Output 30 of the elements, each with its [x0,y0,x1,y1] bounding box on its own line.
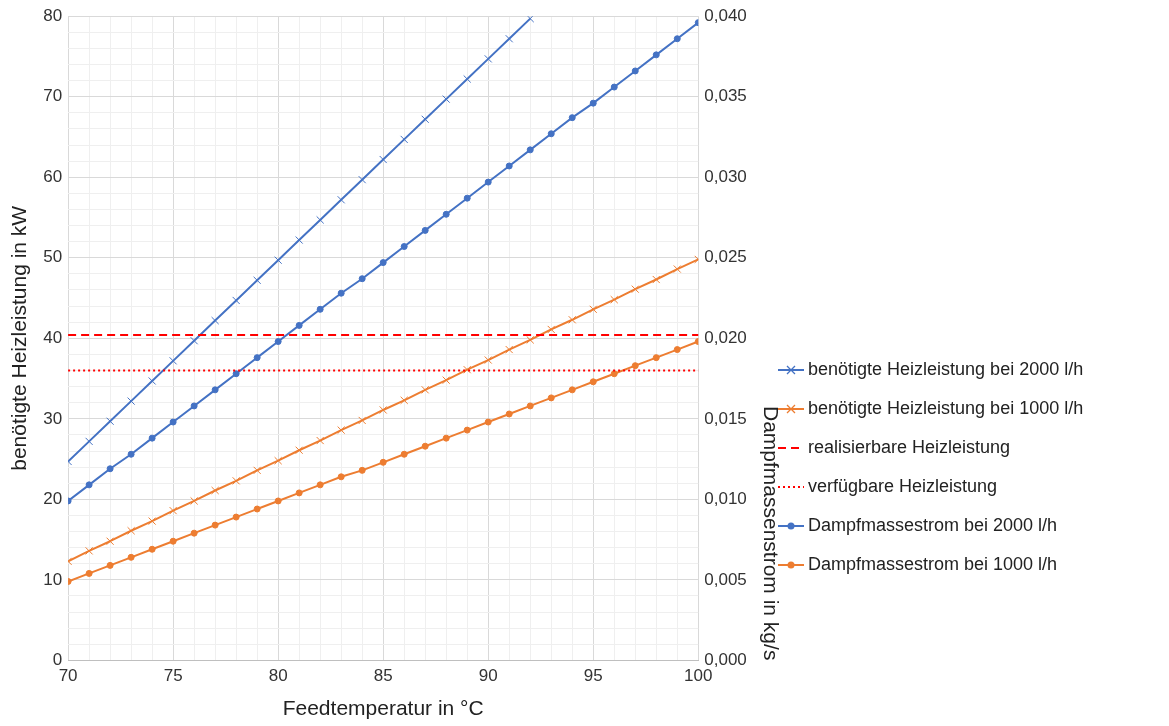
x-tick-label: 90 [478,666,498,686]
y-tick-label: 60 [43,166,63,186]
y-tick-label: 30 [43,408,63,428]
x-tick-label: 75 [163,666,183,686]
y2-tick-label: 0,010 [704,489,747,509]
y-tick-label: 40 [43,327,63,347]
legend-label: Dampfmassestrom bei 2000 l/h [808,515,1058,536]
legend-label: verfügbare Heizleistung [808,476,998,497]
y2-tick-label: 0,020 [704,327,747,347]
x-tick-label: 95 [583,666,603,686]
y-tick-label: 10 [43,569,63,589]
legend-label: benötigte Heizleistung bei 2000 l/h [808,359,1084,380]
x-axis-title: Feedtemperatur in °C [282,696,484,720]
y-tick-label: 50 [43,247,63,267]
y2-tick-label: 0,025 [704,247,747,267]
x-tick-label: 85 [373,666,393,686]
y2-axis-title: Dampfmassenstrom in kg/s [759,405,783,661]
y-tick-label: 70 [43,86,63,106]
y2-tick-label: 0,015 [704,408,747,428]
y2-tick-label: 0,030 [704,166,747,186]
legend-label: realisierbare Heizleistung [808,437,1011,458]
y2-tick-label: 0,005 [704,569,747,589]
legend-label: Dampfmassestrom bei 1000 l/h [808,554,1058,575]
y2-tick-label: 0,035 [704,86,747,106]
y-tick-label: 20 [43,489,63,509]
y-axis-title: benötigte Heizleistung in kW [7,205,31,471]
y-tick-label: 80 [43,5,63,25]
y2-tick-label: 0,040 [704,5,747,25]
x-tick-label: 80 [268,666,288,686]
legend-label: benötigte Heizleistung bei 1000 l/h [808,398,1084,419]
